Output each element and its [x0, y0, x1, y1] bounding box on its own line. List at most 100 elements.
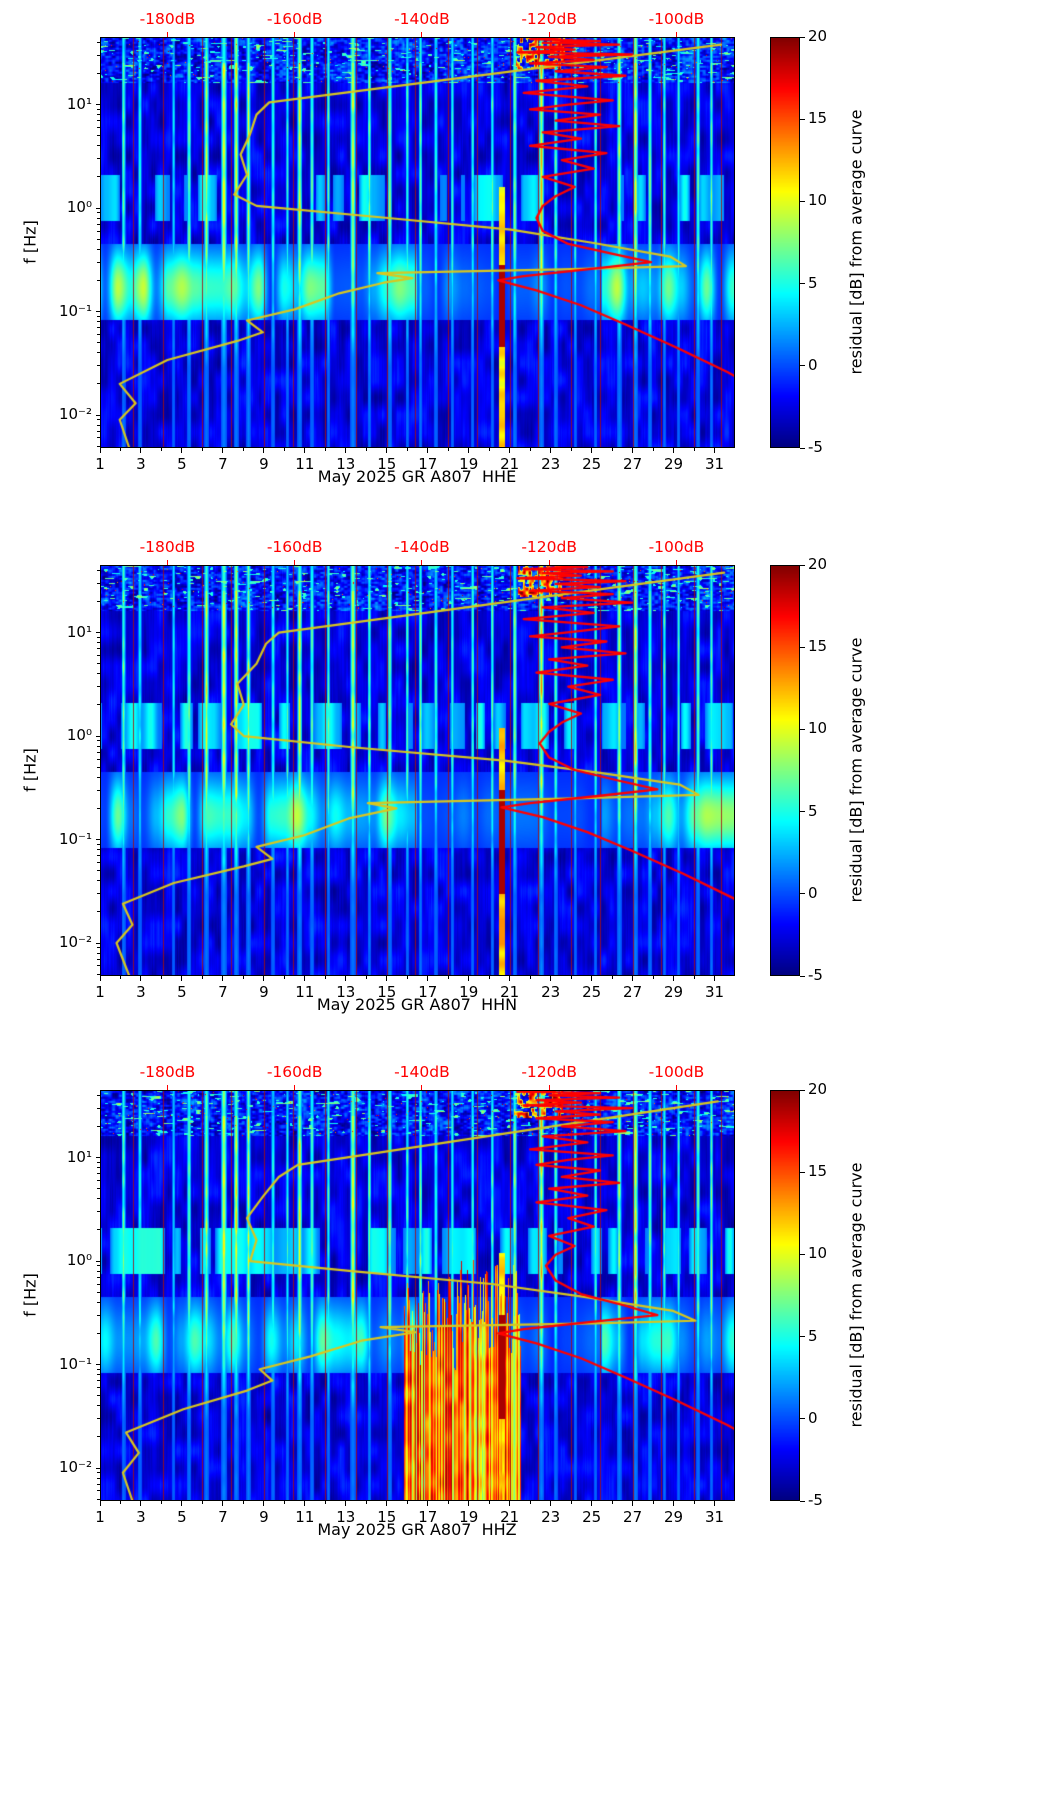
x-minor-tick	[611, 448, 613, 451]
x-axis-label: May 2025 GR A807 HHN	[316, 995, 518, 1014]
top-tick-label: -160dB	[266, 10, 323, 28]
colorbar-canvas	[770, 37, 800, 448]
colorbar-tick	[800, 646, 805, 648]
colorbar-tick	[800, 1089, 805, 1091]
x-minor-tick	[693, 448, 695, 451]
x-tick	[99, 1501, 101, 1506]
colorbar-tick	[800, 1418, 805, 1420]
x-tick	[222, 1501, 224, 1506]
x-tick	[304, 448, 306, 453]
x-tick	[468, 448, 470, 453]
x-tick-label: 25	[582, 983, 602, 1001]
y-tick-label: 10⁰	[66, 726, 92, 745]
x-minor-tick	[119, 976, 121, 979]
x-tick	[673, 976, 675, 981]
y-tick-label: 10¹	[66, 94, 92, 113]
x-minor-tick	[283, 1501, 285, 1504]
x-tick	[591, 448, 593, 453]
colorbar-tick	[800, 447, 805, 449]
x-tick-label: 3	[136, 1508, 146, 1526]
colorbar-tick-label: 10	[808, 191, 828, 210]
x-minor-tick	[160, 976, 162, 979]
x-tick	[427, 976, 429, 981]
x-tick-label: 25	[582, 1508, 602, 1526]
x-tick	[140, 448, 142, 453]
x-minor-tick	[324, 1501, 326, 1504]
x-tick-label: 29	[664, 983, 684, 1001]
y-tick-label: 10⁻¹	[58, 1354, 92, 1373]
colorbar-tick	[800, 200, 805, 202]
colorbar-tick-label: 0	[808, 883, 818, 902]
colorbar-tick	[800, 283, 805, 285]
x-tick	[222, 448, 224, 453]
x-tick	[673, 1501, 675, 1506]
x-tick-label: 23	[541, 455, 561, 473]
x-minor-tick	[488, 448, 490, 451]
x-minor-tick	[611, 976, 613, 979]
x-minor-tick	[652, 976, 654, 979]
x-tick	[304, 1501, 306, 1506]
x-tick	[632, 1501, 634, 1506]
x-tick-label: 29	[664, 1508, 684, 1526]
x-tick	[386, 1501, 388, 1506]
x-tick-label: 11	[295, 455, 315, 473]
x-tick	[550, 448, 552, 453]
x-tick-label: 23	[541, 983, 561, 1001]
x-tick	[714, 448, 716, 453]
x-tick-label: 5	[177, 983, 187, 1001]
colorbar-tick-label: 0	[808, 355, 818, 374]
x-tick	[181, 976, 183, 981]
colorbar-tick	[800, 1253, 805, 1255]
y-tick-label: 10⁻²	[58, 933, 92, 952]
colorbar-tick	[800, 1336, 805, 1338]
x-tick	[427, 1501, 429, 1506]
x-tick	[345, 976, 347, 981]
colorbar-tick-label: 10	[808, 1244, 828, 1263]
top-tick-label: -120dB	[521, 10, 577, 28]
colorbar-tick-label: 0	[808, 1408, 818, 1427]
colorbar-label: residual [dB] from average curve	[846, 637, 866, 903]
x-tick-label: 1	[95, 983, 105, 1001]
x-minor-tick	[406, 976, 408, 979]
colorbar-tick	[800, 118, 805, 120]
x-minor-tick	[160, 448, 162, 451]
colorbar-tick-label: -5	[808, 438, 823, 456]
x-tick-label: 27	[623, 983, 643, 1001]
x-tick	[550, 1501, 552, 1506]
y-tick-label: 10⁻¹	[58, 301, 92, 320]
colorbar-tick-label: -5	[808, 966, 823, 984]
colorbar-label: residual [dB] from average curve	[846, 1162, 866, 1428]
x-tick-label: 5	[177, 1508, 187, 1526]
x-tick	[99, 976, 101, 981]
x-minor-tick	[160, 1501, 162, 1504]
top-tick-label: -180dB	[139, 538, 196, 556]
x-minor-tick	[406, 1501, 408, 1504]
y-axis-label: f [Hz]	[20, 748, 40, 792]
colorbar-tick-label: 20	[808, 1080, 828, 1098]
y-axis-label: f [Hz]	[20, 1273, 40, 1317]
y-tick-label: 10⁰	[66, 198, 92, 217]
y-tick-label: 10⁰	[66, 1251, 92, 1270]
x-tick-label: 9	[259, 983, 269, 1001]
x-minor-tick	[324, 976, 326, 979]
y-tick-label: 10¹	[66, 1147, 92, 1166]
x-tick	[468, 1501, 470, 1506]
top-tick-label: -160dB	[266, 538, 323, 556]
x-tick-label: 3	[136, 455, 146, 473]
colorbar-canvas	[770, 565, 800, 976]
x-minor-tick	[406, 448, 408, 451]
x-minor-tick	[529, 976, 531, 979]
x-tick	[222, 976, 224, 981]
x-minor-tick	[201, 448, 203, 451]
colorbar-tick	[800, 1171, 805, 1173]
top-tick-label: -100dB	[648, 1063, 705, 1081]
x-tick-label: 31	[704, 983, 725, 1001]
colorbar-label: residual [dB] from average curve	[846, 109, 866, 375]
colorbar-tick	[800, 564, 805, 566]
x-minor-tick	[283, 448, 285, 451]
x-tick-label: 31	[704, 455, 725, 473]
x-tick-label: 5	[177, 455, 187, 473]
x-tick	[427, 448, 429, 453]
x-tick	[509, 976, 511, 981]
x-tick-label: 25	[582, 455, 602, 473]
